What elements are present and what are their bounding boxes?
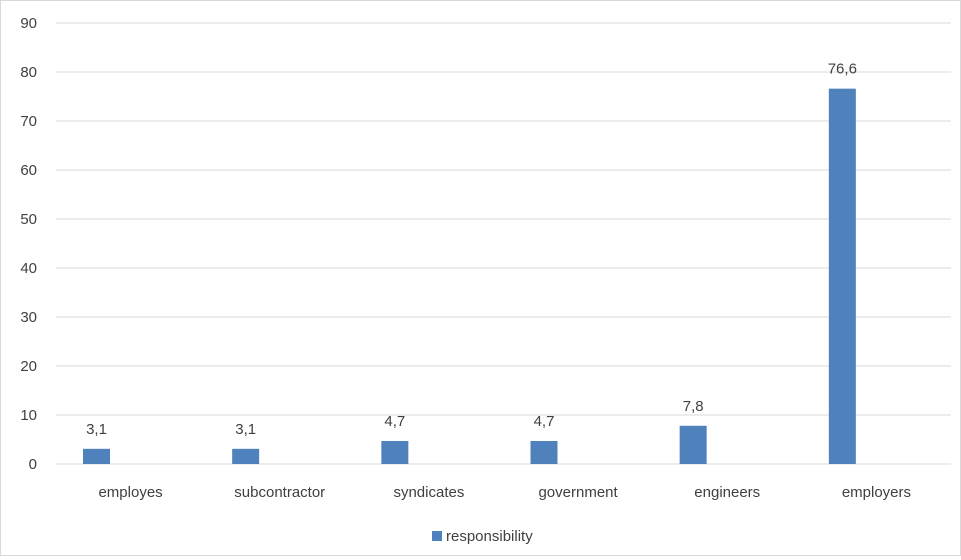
y-tick-label: 70 <box>20 113 37 130</box>
y-tick-label: 0 <box>29 456 37 473</box>
data-label: 3,1 <box>86 421 107 438</box>
y-tick-label: 80 <box>20 64 37 81</box>
y-tick-label: 50 <box>20 211 37 228</box>
y-tick-label: 30 <box>20 309 37 326</box>
data-label: 7,8 <box>683 398 704 415</box>
x-tick-label: engineers <box>694 484 760 501</box>
x-tick-label: employers <box>842 484 911 501</box>
bar <box>828 88 856 464</box>
y-tick-label: 90 <box>20 15 37 32</box>
data-label: 76,6 <box>828 61 857 78</box>
data-label: 3,1 <box>235 421 256 438</box>
x-tick-label: subcontractor <box>234 484 325 501</box>
data-label: 4,7 <box>384 413 405 430</box>
bar <box>232 448 260 464</box>
y-tick-label: 20 <box>20 358 37 375</box>
y-tick-label: 60 <box>20 162 37 179</box>
bar <box>530 440 558 464</box>
bar <box>679 425 707 464</box>
x-tick-label: employes <box>98 484 162 501</box>
legend-label: responsibility <box>446 528 533 545</box>
legend-swatch <box>432 531 442 541</box>
x-tick-label: syndicates <box>393 484 464 501</box>
y-tick-label: 40 <box>20 260 37 277</box>
bar <box>381 440 409 464</box>
data-label: 4,7 <box>534 413 555 430</box>
bar <box>83 448 110 464</box>
y-tick-label: 10 <box>20 407 37 424</box>
x-tick-label: government <box>538 484 618 501</box>
